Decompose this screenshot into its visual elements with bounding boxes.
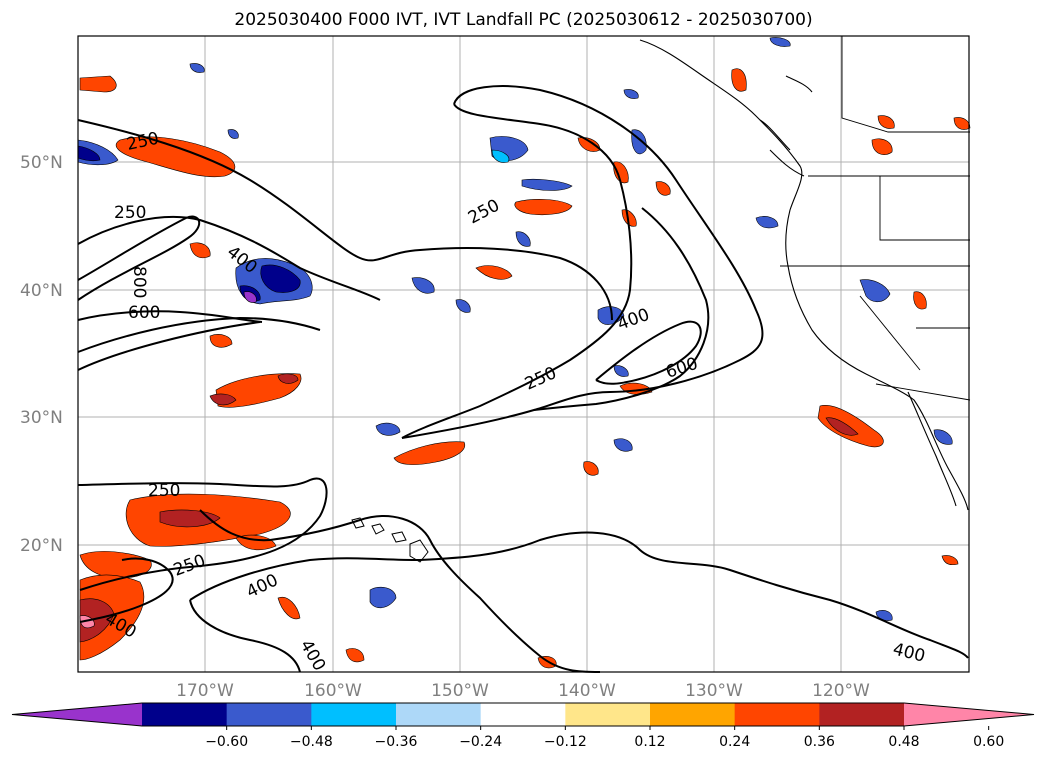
- colorbar-segment: [311, 703, 397, 726]
- colorbar-segment: [480, 703, 566, 726]
- colorbar: −0.60 −0.48 −0.36 −0.24 −0.12 0.12 0.24 0.36 0.4…: [11, 702, 1035, 750]
- contour-label: 250: [114, 203, 146, 223]
- lon-label-130w: 130°W: [685, 681, 743, 701]
- colorbar-segment: [565, 703, 651, 726]
- lon-label-120w: 120°W: [812, 681, 870, 701]
- contour-label: 600: [128, 303, 160, 323]
- contour-label: 800: [129, 266, 149, 298]
- lat-label-30n: 30°N: [20, 408, 63, 428]
- colorbar-tick-label: 0.60: [973, 734, 1004, 750]
- colorbar-tick-label: −0.12: [544, 734, 587, 750]
- lat-label-40n: 40°N: [20, 281, 63, 301]
- ivt-contours: [77, 85, 969, 673]
- colorbar-segment: [734, 703, 820, 726]
- colorbar-extend-low: [12, 703, 142, 726]
- colorbar-tick-label: −0.24: [459, 734, 502, 750]
- lat-labels: 50°N 40°N 30°N 20°N: [20, 153, 63, 556]
- lat-label-20n: 20°N: [20, 536, 63, 556]
- colorbar-segment: [650, 703, 736, 726]
- colorbar-tick-label: 0.36: [804, 734, 835, 750]
- colorbar-tick-label: −0.48: [290, 734, 333, 750]
- map-title: 2025030400 F000 IVT, IVT Landfall PC (20…: [234, 10, 813, 30]
- colorbar-segment: [396, 703, 482, 726]
- colorbar-tick-label: 0.12: [634, 734, 665, 750]
- contour-label: 250: [148, 481, 180, 501]
- lon-label-160w: 160°W: [304, 681, 362, 701]
- colorbar-segment: [819, 703, 905, 726]
- colorbar-tick-label: 0.48: [888, 734, 919, 750]
- colorbar-tick-label: −0.36: [375, 734, 418, 750]
- lon-labels: 170°W 160°W 150°W 140°W 130°W 120°W: [176, 681, 870, 701]
- colorbar-segment: [142, 703, 228, 726]
- positive-pc-fills: [79, 68, 971, 669]
- colorbar-tick-label: −0.60: [205, 734, 248, 750]
- map-frame: [77, 35, 970, 673]
- colorbar-extend-high: [904, 703, 1034, 726]
- colorbar-tick-label: 0.24: [719, 734, 750, 750]
- lat-label-50n: 50°N: [20, 153, 63, 173]
- lon-label-140w: 140°W: [558, 681, 616, 701]
- hawaii-islands: [351, 517, 429, 563]
- colorbar-outline: [11, 702, 1035, 727]
- colorbar-segment: [226, 703, 312, 726]
- lon-label-150w: 150°W: [431, 681, 489, 701]
- map-panel: 250 250 250 250 250 250 400 400 400 400 …: [77, 35, 971, 675]
- borders: [780, 36, 971, 401]
- lon-label-170w: 170°W: [176, 681, 234, 701]
